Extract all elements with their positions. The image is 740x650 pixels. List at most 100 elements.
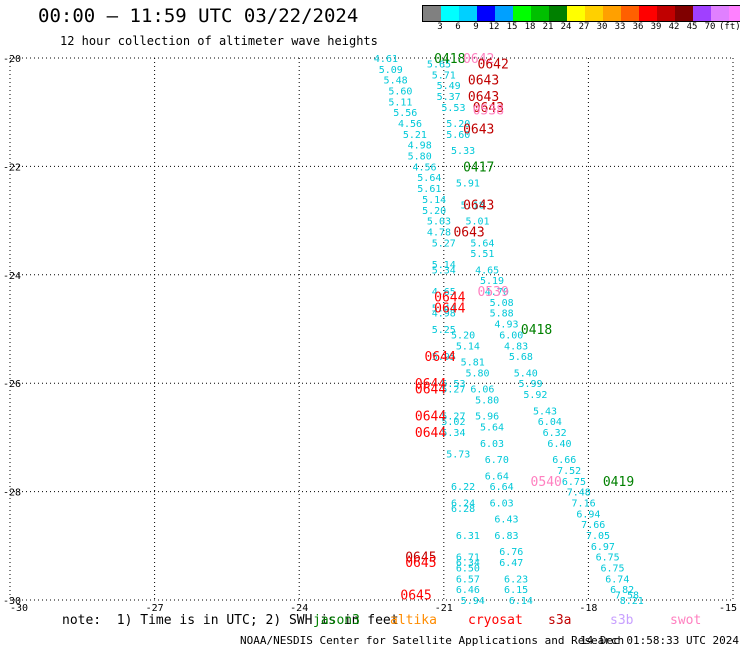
pass-time-label: 0644	[415, 410, 446, 425]
wave-height-label: 5.64	[480, 423, 504, 434]
pass-time-label: 0540	[531, 475, 562, 490]
legend-tick-label: 9	[473, 22, 479, 32]
wave-height-label: 7.52	[557, 466, 581, 477]
legend-tick-label: 42	[668, 22, 680, 32]
wave-height-label: 5.20	[422, 206, 446, 217]
wave-height-label: 6.00	[499, 330, 523, 341]
pass-time-label: 0643	[453, 225, 484, 240]
wave-height-label: 6.94	[576, 509, 600, 520]
wave-height-label: 6.43	[494, 515, 518, 526]
wave-height-label: 4.56	[398, 119, 422, 130]
x-tick-label: -21	[435, 603, 453, 614]
satellite-label-s3a: s3a	[548, 613, 572, 628]
y-tick-label: -30	[3, 596, 21, 607]
legend-swatch	[693, 6, 711, 21]
wave-height-label: 5.27	[441, 385, 465, 396]
wave-height-label: 5.27	[432, 238, 456, 249]
wave-height-label: 5.88	[490, 309, 514, 320]
legend-tick-label: 12	[488, 22, 500, 32]
satellite-label-cryosat: cryosat	[468, 613, 523, 628]
y-tick-label: -22	[3, 162, 21, 173]
wave-height-label: 6.82	[610, 585, 634, 596]
legend-swatch	[585, 6, 603, 21]
legend-tick-label: 15	[506, 22, 518, 32]
satellite-label-s3b: s3b	[610, 613, 634, 628]
legend-tick-label: 3	[437, 22, 443, 32]
wave-height-label: 5.51	[470, 249, 494, 260]
wave-height-label: 6.76	[499, 547, 523, 558]
legend-swatch	[639, 6, 657, 21]
wave-height-label: 6.64	[485, 471, 509, 482]
wave-height-label: 6.50	[456, 563, 480, 574]
legend-swatch	[477, 6, 495, 21]
legend-swatch	[531, 6, 549, 21]
footnote: note: 1) Time is in UTC; 2) SWH is in fe…	[62, 613, 399, 628]
wave-height-label: 5.48	[384, 76, 408, 87]
pass-time-label: 0645	[400, 589, 431, 604]
pass-time-label: 0644	[434, 301, 465, 316]
wave-height-label: 5.08	[490, 298, 514, 309]
x-tick-label: -15	[719, 603, 737, 614]
legend-tick-label: 36	[632, 22, 644, 32]
wave-height-label: 6.24	[451, 498, 475, 509]
pass-time-label: 0642	[478, 57, 509, 72]
legend-swatch	[603, 6, 621, 21]
pass-time-label: 0645	[405, 556, 436, 571]
wave-height-label: 5.60	[446, 130, 470, 141]
legend-tick-label: (ft)	[719, 22, 740, 32]
legend-swatch	[567, 6, 585, 21]
wave-height-label: 4.65	[432, 287, 456, 298]
pass-time-label: 0642	[463, 52, 494, 67]
legend-tick-label: 33	[614, 22, 626, 32]
wave-height-label: 5.40	[514, 368, 538, 379]
legend-tick-label: 6	[455, 22, 461, 32]
wave-height-label: 5.99	[519, 379, 543, 390]
wave-height-label: 8.21	[620, 596, 644, 607]
pass-time-label: 0643	[473, 101, 504, 116]
wave-height-label: 6.06	[470, 385, 494, 396]
pass-time-label: 0418	[521, 323, 552, 338]
legend-tick-label: 27	[578, 22, 590, 32]
wave-height-label: 5.27	[441, 412, 465, 423]
wave-height-label: 5.61	[417, 184, 441, 195]
legend-swatch	[495, 6, 513, 21]
wave-height-label: 5.02	[441, 417, 465, 428]
wave-height-label: 6.40	[547, 439, 571, 450]
pass-time-label: 0643	[463, 198, 494, 213]
wave-height-label: 5.80	[465, 368, 489, 379]
wave-height-label: 5.14	[422, 195, 446, 206]
wave-height-label: 5.14	[456, 341, 480, 352]
wave-height-label: 6.31	[456, 531, 480, 542]
wave-height-label: 4.61	[374, 54, 398, 65]
wave-height-label: 7.66	[581, 520, 605, 531]
legend-tick-label: 70	[704, 22, 716, 32]
wave-height-label: 6.14	[509, 596, 533, 607]
pass-time-label: 0643	[468, 74, 499, 89]
wave-height-label: 6.71	[456, 553, 480, 564]
wave-height-label: 6.03	[490, 498, 514, 509]
wave-height-label: 5.95	[432, 352, 456, 363]
wave-height-label: 5.18	[461, 200, 485, 211]
wave-height-label: 6.75	[596, 553, 620, 564]
wave-height-label: 5.65	[427, 59, 451, 70]
pass-time-label: 0644	[415, 377, 446, 392]
wave-height-label: 5.25	[432, 325, 456, 336]
pass-time-label: 0645	[405, 551, 436, 566]
wave-height-label: 6.15	[504, 585, 528, 596]
satellite-label-jason3: jason3	[313, 613, 360, 628]
wave-height-label: 5.53	[441, 103, 465, 114]
wave-height-label: 5.34	[432, 265, 456, 276]
legend-tick-label: 39	[650, 22, 662, 32]
wave-height-label: 5.64	[470, 238, 494, 249]
legend-swatch	[423, 6, 441, 21]
wave-height-label: 6.47	[499, 558, 523, 569]
axes: -30 -27 -24 -21 -18 -15 -20 -22 -24 -26 -28 -30	[3, 54, 737, 614]
wave-height-label: 4.83	[504, 341, 528, 352]
legend-swatch	[675, 6, 693, 21]
wave-height-label: 4.70	[485, 287, 509, 298]
wave-height-label: 6.83	[494, 531, 518, 542]
wave-height-label: 7.58	[615, 591, 639, 602]
wave-height-label: 5.56	[393, 108, 417, 119]
wave-height-label: 5.96	[475, 412, 499, 423]
legend-swatch	[711, 6, 729, 21]
